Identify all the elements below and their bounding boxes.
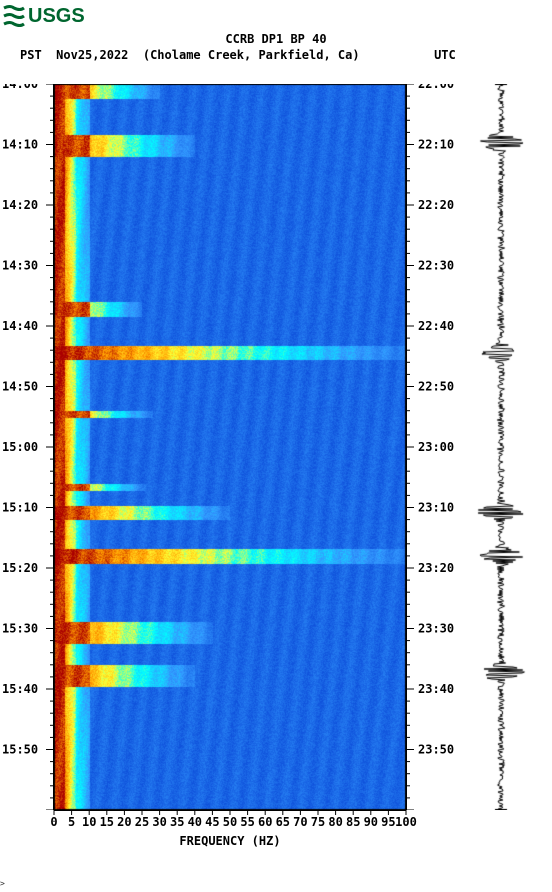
waveform-trace: [466, 84, 536, 810]
svg-text:23:00: 23:00: [418, 440, 454, 454]
svg-text:USGS: USGS: [28, 5, 85, 27]
svg-text:95: 95: [381, 815, 395, 829]
footer: >: [0, 879, 5, 888]
svg-text:45: 45: [205, 815, 219, 829]
svg-text:15:00: 15:00: [2, 440, 38, 454]
svg-text:22:30: 22:30: [418, 259, 454, 273]
svg-text:14:00: 14:00: [2, 84, 38, 91]
svg-text:15: 15: [100, 815, 114, 829]
svg-text:22:40: 22:40: [418, 319, 454, 333]
svg-text:85: 85: [346, 815, 360, 829]
svg-text:15:10: 15:10: [2, 501, 38, 515]
site-label: (Cholame Creek, Parkfield, Ca): [143, 48, 360, 62]
svg-text:15:50: 15:50: [2, 743, 38, 757]
svg-text:14:20: 14:20: [2, 198, 38, 212]
svg-text:10: 10: [82, 815, 96, 829]
svg-text:14:50: 14:50: [2, 380, 38, 394]
tz-right-label: UTC: [434, 48, 456, 62]
svg-text:60: 60: [258, 815, 272, 829]
y-axis-right: 22:00 22:10 22:20 22:30 22:40 22:50 23:00 23:10…: [406, 84, 456, 810]
svg-text:15:20: 15:20: [2, 561, 38, 575]
svg-text:90: 90: [364, 815, 378, 829]
svg-text:50: 50: [223, 815, 237, 829]
svg-text:5: 5: [68, 815, 75, 829]
x-axis-label: FREQUENCY (HZ): [54, 834, 406, 848]
svg-text:23:50: 23:50: [418, 743, 454, 757]
chart-subtitle: PST Nov25,2022 (Cholame Creek, Parkfield…: [20, 48, 456, 62]
svg-text:100: 100: [395, 815, 417, 829]
svg-text:20: 20: [117, 815, 131, 829]
svg-text:22:10: 22:10: [418, 138, 454, 152]
svg-text:22:50: 22:50: [418, 380, 454, 394]
svg-text:14:30: 14:30: [2, 259, 38, 273]
svg-text:15:30: 15:30: [2, 622, 38, 636]
svg-text:40: 40: [188, 815, 202, 829]
svg-text:30: 30: [152, 815, 166, 829]
svg-text:75: 75: [311, 815, 325, 829]
svg-text:15:40: 15:40: [2, 682, 38, 696]
chart-title: CCRB DP1 BP 40: [0, 32, 552, 46]
svg-text:23:30: 23:30: [418, 622, 454, 636]
spectrogram-heatmap: [54, 84, 406, 810]
svg-text:55: 55: [240, 815, 254, 829]
usgs-logo: USGS: [2, 2, 94, 28]
svg-text:22:00: 22:00: [418, 84, 454, 91]
svg-text:23:10: 23:10: [418, 501, 454, 515]
svg-text:70: 70: [293, 815, 307, 829]
svg-text:14:40: 14:40: [2, 319, 38, 333]
svg-text:65: 65: [276, 815, 290, 829]
svg-text:23:40: 23:40: [418, 682, 454, 696]
y-axis-left: 14:00 14:10 14:20 14:30 14:40 14:50 15:00 15:10…: [0, 84, 54, 810]
svg-text:80: 80: [328, 815, 342, 829]
tz-left-label: PST: [20, 48, 42, 62]
svg-text:14:10: 14:10: [2, 138, 38, 152]
svg-text:0: 0: [50, 815, 57, 829]
svg-text:22:20: 22:20: [418, 198, 454, 212]
svg-text:35: 35: [170, 815, 184, 829]
svg-text:23:20: 23:20: [418, 561, 454, 575]
svg-text:25: 25: [135, 815, 149, 829]
date-label: Nov25,2022: [56, 48, 128, 62]
